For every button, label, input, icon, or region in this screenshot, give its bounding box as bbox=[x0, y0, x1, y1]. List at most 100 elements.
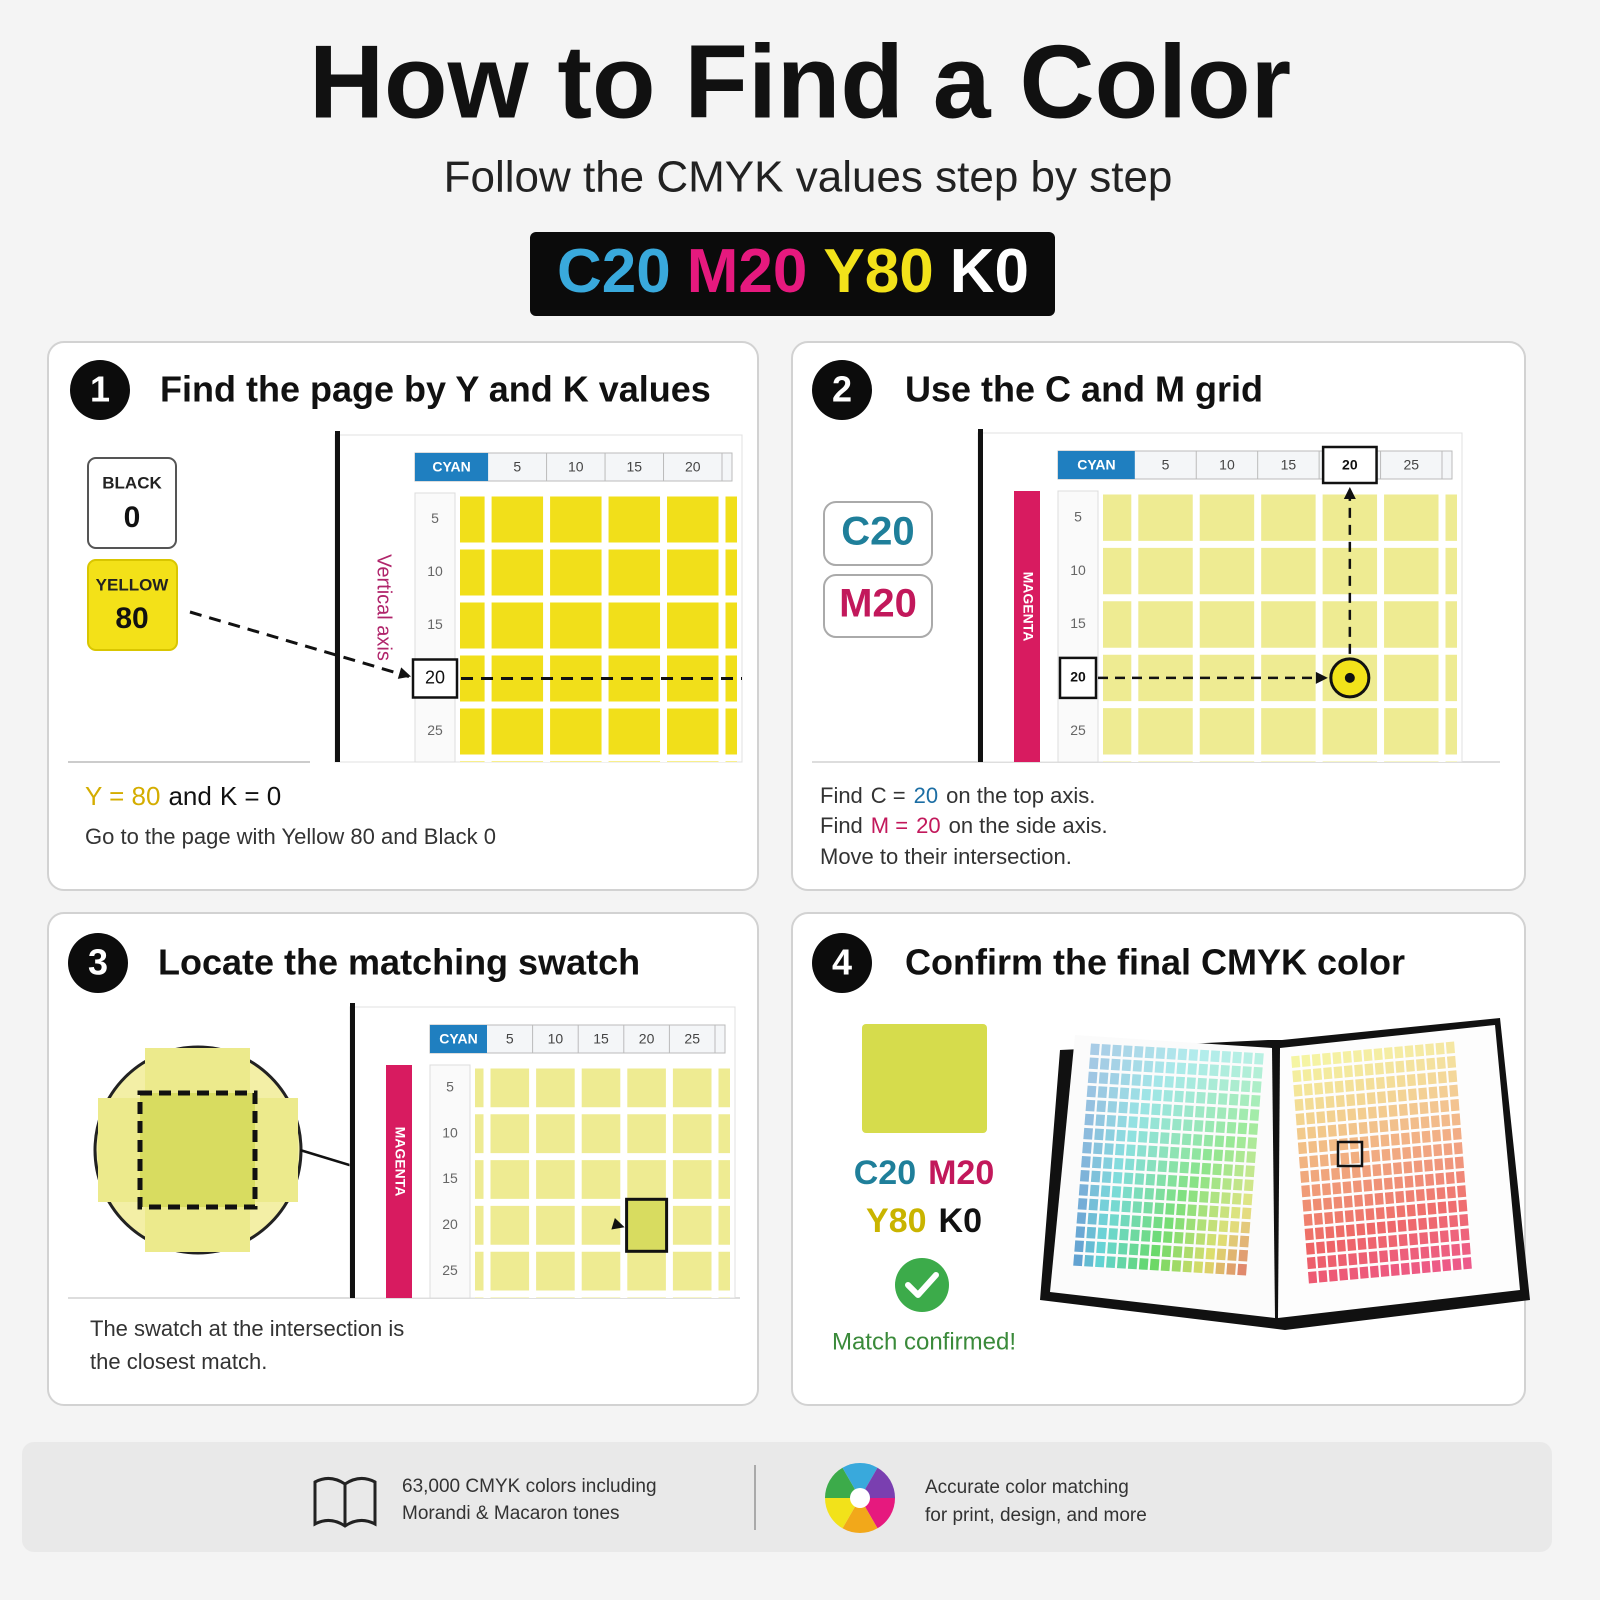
swatch-cell bbox=[1384, 1191, 1395, 1205]
swatch-cell bbox=[1397, 1089, 1407, 1102]
swatch-cell bbox=[1334, 1080, 1344, 1093]
swatch-cell bbox=[1308, 1140, 1318, 1154]
tag bbox=[87, 559, 178, 651]
swatch-cell bbox=[1170, 1132, 1181, 1145]
tag-label: BLACK bbox=[102, 473, 162, 492]
swatch-cell bbox=[1395, 1060, 1405, 1073]
swatch-cell bbox=[1136, 1145, 1147, 1157]
swatch-cell bbox=[1421, 1130, 1431, 1143]
tag-value: C20 bbox=[841, 510, 914, 554]
swatch-cell bbox=[1328, 1269, 1338, 1282]
tag bbox=[823, 574, 933, 638]
swatch-cell bbox=[1400, 1262, 1410, 1276]
final-code-part: C20 bbox=[854, 1154, 916, 1192]
swatch-cell bbox=[1166, 1189, 1176, 1201]
swatch-cell bbox=[1375, 1207, 1385, 1220]
caption: Go to the page with Yellow 80 and Black … bbox=[85, 824, 496, 849]
swatch-cell bbox=[1304, 1228, 1314, 1241]
top-axis-label: 10 bbox=[1219, 457, 1235, 473]
swatch-cell bbox=[1226, 1263, 1236, 1275]
swatch-cell bbox=[1390, 1263, 1400, 1276]
swatch-cell bbox=[1240, 1221, 1251, 1234]
caption-part: Y = 80 bbox=[85, 781, 160, 811]
swatch-cell bbox=[1099, 1199, 1110, 1212]
swatch-cell bbox=[1344, 1209, 1354, 1223]
swatch-cell bbox=[1171, 1118, 1182, 1131]
swatch-cell bbox=[1445, 1041, 1455, 1054]
swatch-cell bbox=[1095, 1114, 1106, 1127]
swatch-cell bbox=[1335, 1094, 1345, 1108]
swatch-cell bbox=[1239, 1235, 1250, 1248]
swatch-cell bbox=[1326, 1110, 1336, 1123]
swatch-cell bbox=[1352, 1180, 1362, 1193]
swatch-cell bbox=[1410, 1117, 1420, 1130]
swatch-cell bbox=[1214, 1135, 1225, 1148]
swatch-cell bbox=[1138, 1130, 1148, 1143]
side-axis-label: 5 bbox=[1074, 508, 1082, 524]
swatch-cell bbox=[1139, 1116, 1149, 1129]
swatch-cell bbox=[1409, 1102, 1419, 1116]
swatch-cell bbox=[1197, 1077, 1207, 1090]
side-column bbox=[429, 1064, 471, 1299]
swatch-cell bbox=[1431, 1259, 1441, 1273]
swatch-cell bbox=[1450, 1229, 1460, 1242]
swatch-cell bbox=[1238, 1249, 1249, 1262]
swatch-cell bbox=[1100, 1185, 1111, 1198]
swatch-cell bbox=[1318, 1270, 1328, 1283]
swatch-cell bbox=[1163, 1090, 1173, 1102]
swatch-cell bbox=[1160, 1259, 1171, 1272]
swatch-cell bbox=[1141, 1230, 1151, 1242]
swatch-cell bbox=[1364, 1063, 1374, 1076]
side-axis-label: 15 bbox=[427, 616, 443, 632]
swatch-cell bbox=[1453, 1142, 1463, 1155]
swatch-cell bbox=[1371, 1149, 1381, 1162]
swatch-cell bbox=[1398, 1103, 1408, 1116]
swatch-cell bbox=[1449, 1214, 1459, 1228]
swatch-cell bbox=[1221, 1192, 1231, 1204]
swatch-cell bbox=[1346, 1094, 1356, 1107]
wheel-sector bbox=[860, 1467, 895, 1498]
swatch-cell bbox=[1354, 1064, 1364, 1077]
swatch-cell bbox=[1164, 1217, 1174, 1229]
swatch-cell bbox=[1251, 1080, 1262, 1093]
corner-cell bbox=[415, 453, 489, 481]
swatch-cell bbox=[1129, 1102, 1139, 1114]
swatch-cell bbox=[1117, 1115, 1127, 1128]
swatch-cell bbox=[1127, 1130, 1137, 1143]
swatch-cell bbox=[1430, 1245, 1440, 1258]
swatch-cell bbox=[1373, 1048, 1383, 1061]
swatch-cell bbox=[1131, 1215, 1141, 1228]
swatch-cell bbox=[1368, 1120, 1379, 1134]
swatch-cell bbox=[1198, 1063, 1208, 1076]
swatch-cell bbox=[1339, 1138, 1349, 1151]
swatch-cell bbox=[1209, 1064, 1219, 1077]
swatch-cell bbox=[1195, 1233, 1206, 1245]
swatch-cell bbox=[1153, 1075, 1164, 1088]
swatch-cell bbox=[1079, 1170, 1090, 1182]
book-spine bbox=[978, 429, 983, 762]
swatch-cell bbox=[1364, 1193, 1374, 1206]
swatch-cell bbox=[1210, 1050, 1221, 1063]
swatch-cell bbox=[1348, 1253, 1358, 1266]
swatch-cell bbox=[1219, 1079, 1229, 1091]
swatch-cell bbox=[1118, 1242, 1128, 1255]
swatch-cell bbox=[1324, 1081, 1334, 1094]
swatch-cell bbox=[1451, 1243, 1461, 1256]
swatch-cell bbox=[1447, 1200, 1458, 1213]
swatch-cell bbox=[1222, 1178, 1232, 1190]
caption-part: The swatch at the intersection is bbox=[90, 1316, 404, 1341]
swatch-cell bbox=[1134, 1173, 1145, 1185]
color-wheel-icon bbox=[825, 1463, 895, 1534]
swatch-cell bbox=[1092, 1156, 1102, 1169]
subtitle: Follow the CMYK values step by step bbox=[444, 153, 1173, 202]
caption: The swatch at the intersection is bbox=[90, 1316, 404, 1341]
footer-text: 63,000 CMYK colors including bbox=[402, 1476, 657, 1497]
swatch-cell bbox=[1413, 1160, 1423, 1173]
swatch-cell bbox=[1233, 1178, 1243, 1191]
swatch-cell bbox=[1318, 1139, 1328, 1153]
swatch-cell bbox=[1310, 1169, 1320, 1182]
code-part: M20 bbox=[687, 237, 808, 306]
wheel-sector bbox=[842, 1463, 878, 1498]
swatch-cell bbox=[1433, 1144, 1443, 1157]
caption-part: K = 0 bbox=[220, 781, 281, 811]
